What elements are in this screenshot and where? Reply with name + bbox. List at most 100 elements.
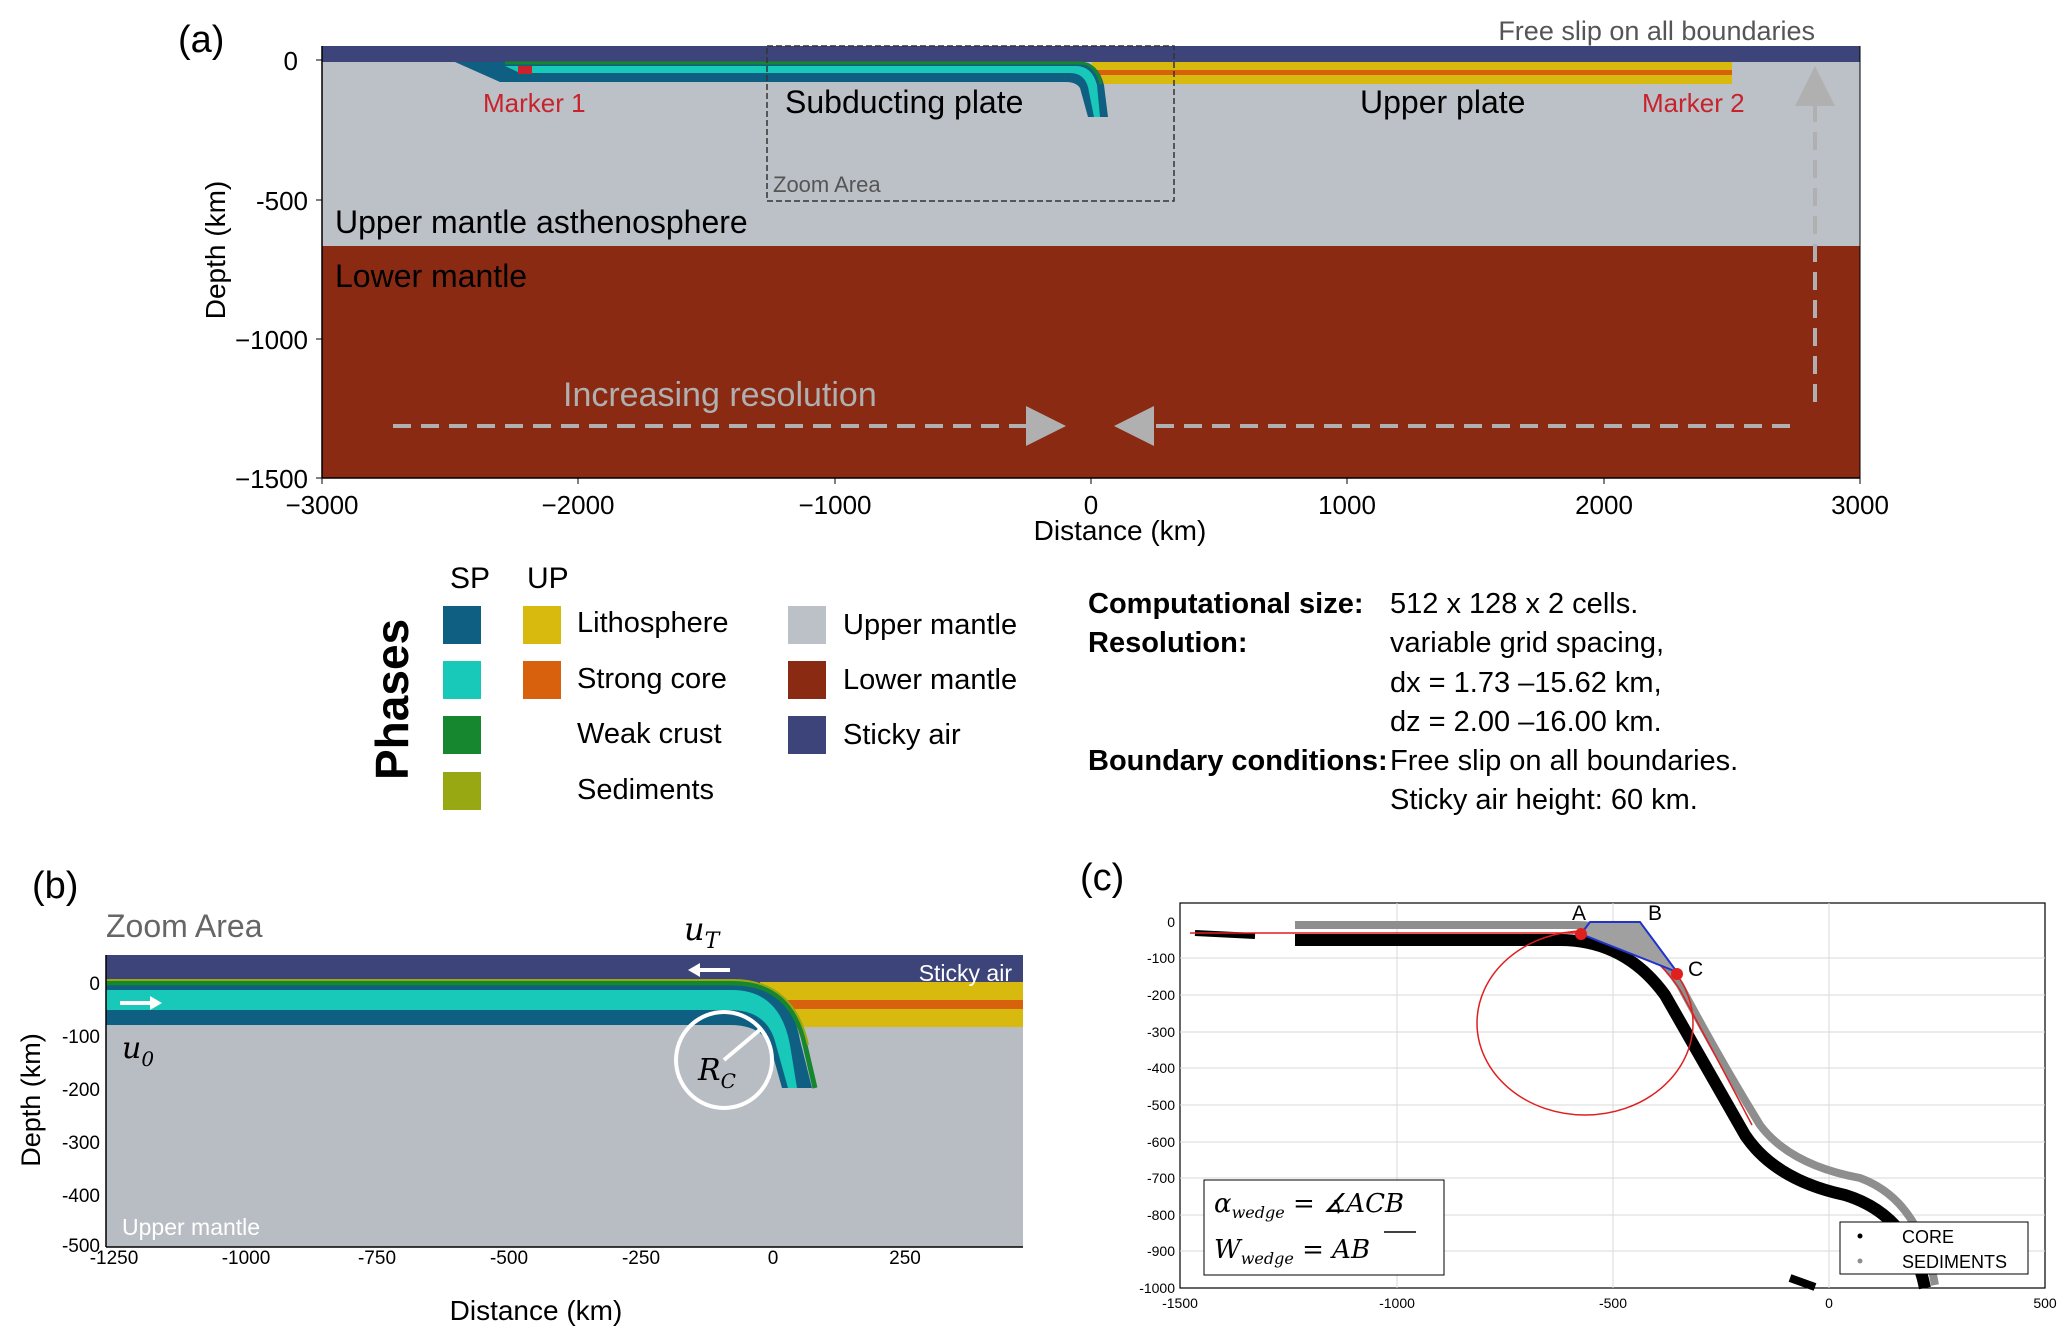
spec-resolution-key: Resolution: [1088, 627, 1248, 659]
c-xtick: 500 [2033, 1295, 2057, 1311]
legend-sp-header: SP [450, 562, 491, 595]
c-eq2: Wwedge = AB [1214, 1235, 1370, 1268]
c-ytick: -800 [1147, 1207, 1175, 1223]
b-subducting-sediments [106, 979, 809, 1046]
a-xtick: 3000 [1831, 490, 1889, 520]
c-xtick: -1000 [1379, 1295, 1415, 1311]
c-point-b: B [1648, 902, 1662, 925]
swatch-sticky-air [788, 716, 826, 754]
b-xtick: 0 [768, 1248, 779, 1269]
increasing-resolution-label: Increasing resolution [563, 376, 877, 414]
c-ytick: -100 [1147, 950, 1175, 966]
spec-resolution-val2: dx = 1.73 –15.62 km, [1390, 667, 1662, 699]
b-ytick: -200 [62, 1080, 100, 1101]
a-ytick: −1500 [235, 464, 308, 494]
spec-boundary-key: Boundary conditions: [1088, 745, 1388, 777]
c-point-c-dot [1671, 968, 1683, 980]
legend-strong-core: Strong core [577, 663, 727, 695]
c-legend-box [1839, 1221, 2029, 1275]
panel-b-yticks: 0 -100 -200 -300 -400 -500 [62, 974, 100, 1257]
panel-b-xticks: -1250 -1000 -750 -500 -250 0 250 [90, 1248, 921, 1269]
marker2-label: Marker 2 [1642, 88, 1745, 118]
panel-c-yticks: 0 -100 -200 -300 -400 -500 -600 -700 -80… [1139, 914, 1175, 1296]
panel-a-yticks: 0 -500 −1000 −1500 [235, 46, 322, 494]
zoom-area-box [766, 45, 1175, 202]
b-xlabel: Distance (km) [450, 1295, 623, 1326]
c-ytick: -500 [1147, 1097, 1175, 1113]
phases-title: Phases [366, 618, 418, 780]
panel-b-label: (b) [32, 865, 78, 907]
a-xtick: 2000 [1575, 490, 1633, 520]
b-xtick: -1250 [90, 1248, 139, 1269]
c-core-tip [1788, 1274, 1817, 1291]
lower-mantle-region [322, 246, 1860, 478]
c-ytick: -300 [1147, 1024, 1175, 1040]
b-ytick: 0 [89, 974, 100, 995]
subducting-plate-core [505, 66, 1100, 117]
b-u0-label: u0 [122, 1031, 154, 1071]
c-core-curve [1295, 934, 1931, 1290]
c-legend-sed-marker [1857, 1258, 1863, 1264]
c-legend-core: CORE [1902, 1227, 1954, 1247]
panel-c-label: (c) [1080, 857, 1124, 899]
panel-c: (c) A B C [1080, 857, 2057, 1311]
c-ytick: -1000 [1139, 1280, 1175, 1296]
c-point-a-dot [1575, 928, 1587, 940]
panel-a-label: (a) [178, 19, 224, 61]
subducting-plate-lithosphere [455, 62, 1108, 117]
spec-resolution-val1: variable grid spacing, [1390, 627, 1665, 659]
legend-sticky-air: Sticky air [843, 719, 961, 751]
legend-up-header: UP [527, 562, 569, 595]
b-ytick: -500 [62, 1236, 100, 1257]
zoom-area-label: Zoom Area [773, 172, 881, 197]
b-subducting-crust [106, 980, 818, 1089]
spec-boundary-val1: Free slip on all boundaries. [1390, 745, 1739, 777]
c-xtick: 0 [1825, 1295, 1833, 1311]
swatch-sp-sediments [443, 772, 481, 810]
marker1-dot [518, 66, 532, 74]
spec-comp-size-key: Computational size: [1088, 588, 1364, 620]
b-xtick: -750 [358, 1248, 396, 1269]
a-ylabel: Depth (km) [200, 181, 231, 319]
c-ytick: 0 [1167, 914, 1175, 930]
b-upper-plate-core [760, 1000, 1023, 1009]
b-ytick: -100 [62, 1027, 100, 1048]
a-ytick: −1000 [235, 325, 308, 355]
c-xtick: -1500 [1162, 1295, 1198, 1311]
phases-title-wrap: Phases [362, 618, 422, 780]
c-ytick: -200 [1147, 987, 1175, 1003]
upper-mantle-label: Upper mantle asthenosphere [335, 204, 748, 240]
b-ytick: -300 [62, 1133, 100, 1154]
a-xtick: −1000 [798, 490, 871, 520]
spec-comp-size-val: 512 x 128 x 2 cells. [1390, 588, 1639, 620]
subducting-plate-label: Subducting plate [785, 84, 1023, 120]
a-xtick: 1000 [1318, 490, 1376, 520]
spec-resolution-val3: dz = 2.00 –16.00 km. [1390, 706, 1662, 738]
free-slip-note: Free slip on all boundaries [1498, 16, 1815, 46]
b-zoom-area-title: Zoom Area [106, 908, 263, 944]
swatch-lower-mantle [788, 661, 826, 699]
swatch-sp-lithosphere [443, 606, 481, 644]
b-ytick: -400 [62, 1186, 100, 1207]
c-legend-sediments: SEDIMENTS [1902, 1252, 2007, 1272]
swatch-up-strong-core [523, 661, 561, 699]
a-xtick: −2000 [541, 490, 614, 520]
panel-c-xticks: -1500 -1000 -500 0 500 [1162, 1295, 2057, 1311]
spec-boundary-val2: Sticky air height: 60 km. [1390, 784, 1698, 816]
swatch-upper-mantle [788, 606, 826, 644]
c-ytick: -700 [1147, 1170, 1175, 1186]
b-upper-mantle [106, 995, 1023, 1247]
a-ytick: 0 [284, 46, 298, 76]
b-xtick: -500 [490, 1248, 528, 1269]
b-upper-mantle-label: Upper mantle [122, 1214, 260, 1240]
c-eq1: αwedge = ∡ACB [1214, 1189, 1404, 1222]
c-point-c: C [1688, 958, 1703, 981]
b-rc-label: RC [697, 1053, 736, 1093]
a-ytick: -500 [256, 186, 308, 216]
swatch-sp-strong-core [443, 661, 481, 699]
subducting-plate-crust [505, 61, 1103, 85]
b-xtick: 250 [889, 1248, 921, 1269]
c-ytick: -900 [1147, 1243, 1175, 1259]
c-point-a: A [1572, 902, 1586, 925]
